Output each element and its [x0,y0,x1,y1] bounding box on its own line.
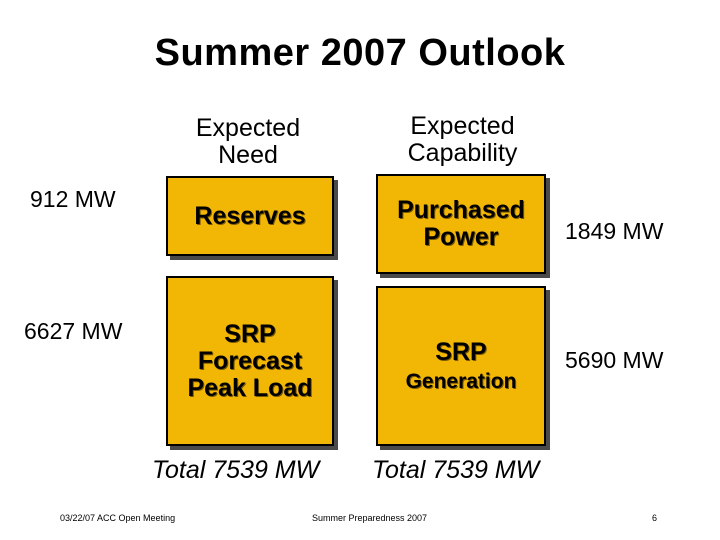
generation-box-title: SRP [435,337,487,366]
footer-presentation-title: Summer Preparedness 2007 [312,513,428,523]
peak-load-mw-label: 6627 MW [24,318,123,344]
total-need: Total 7539 MW [152,456,320,484]
page-number: 6 [652,513,658,523]
total-capability: Total 7539 MW [372,456,540,484]
purchased-power-box: Purchased Power [376,174,546,274]
purchased-power-box-label: Purchased Power [397,196,525,251]
peak-load-box: SRP Forecast Peak Load [166,276,334,446]
reserves-mw-label: 912 MW [30,186,116,212]
reserves-box: Reserves [166,176,334,256]
slide-title: Summer 2007 Outlook [154,32,566,74]
footer-meeting: 03/22/07 ACC Open Meeting [60,513,176,523]
peak-load-box-label: SRP Forecast Peak Load [187,319,313,402]
generation-box: SRP Generation [376,286,546,446]
generation-mw-label: 5690 MW [565,347,664,373]
expected-need-header: Expected Need [195,114,301,169]
purchased-power-mw-label: 1849 MW [565,218,664,244]
expected-capability-header: Expected Capability [407,112,518,167]
reserves-box-label: Reserves [194,201,306,230]
generation-box-sublabel: Generation [405,369,517,393]
